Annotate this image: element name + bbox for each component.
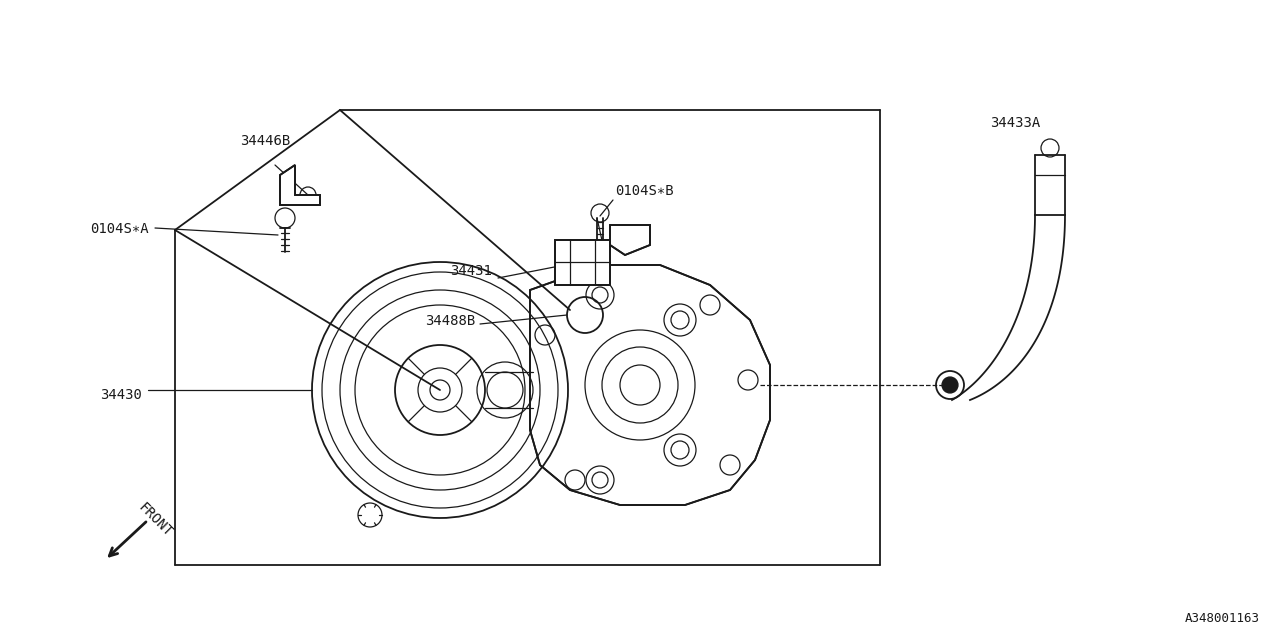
Text: 34430: 34430 [100, 388, 142, 402]
Text: FRONT: FRONT [134, 500, 174, 540]
Text: 34446B: 34446B [241, 134, 291, 148]
Polygon shape [611, 225, 650, 255]
Polygon shape [530, 265, 771, 505]
Text: 0104S∗A: 0104S∗A [90, 222, 148, 236]
Circle shape [942, 377, 957, 393]
Polygon shape [280, 165, 320, 205]
Text: 34431: 34431 [451, 264, 492, 278]
Text: 34488B: 34488B [425, 314, 475, 328]
Text: 0104S∗B: 0104S∗B [614, 184, 673, 198]
Polygon shape [556, 240, 611, 285]
Text: A348001163: A348001163 [1185, 612, 1260, 625]
Text: 34433A: 34433A [989, 116, 1041, 130]
